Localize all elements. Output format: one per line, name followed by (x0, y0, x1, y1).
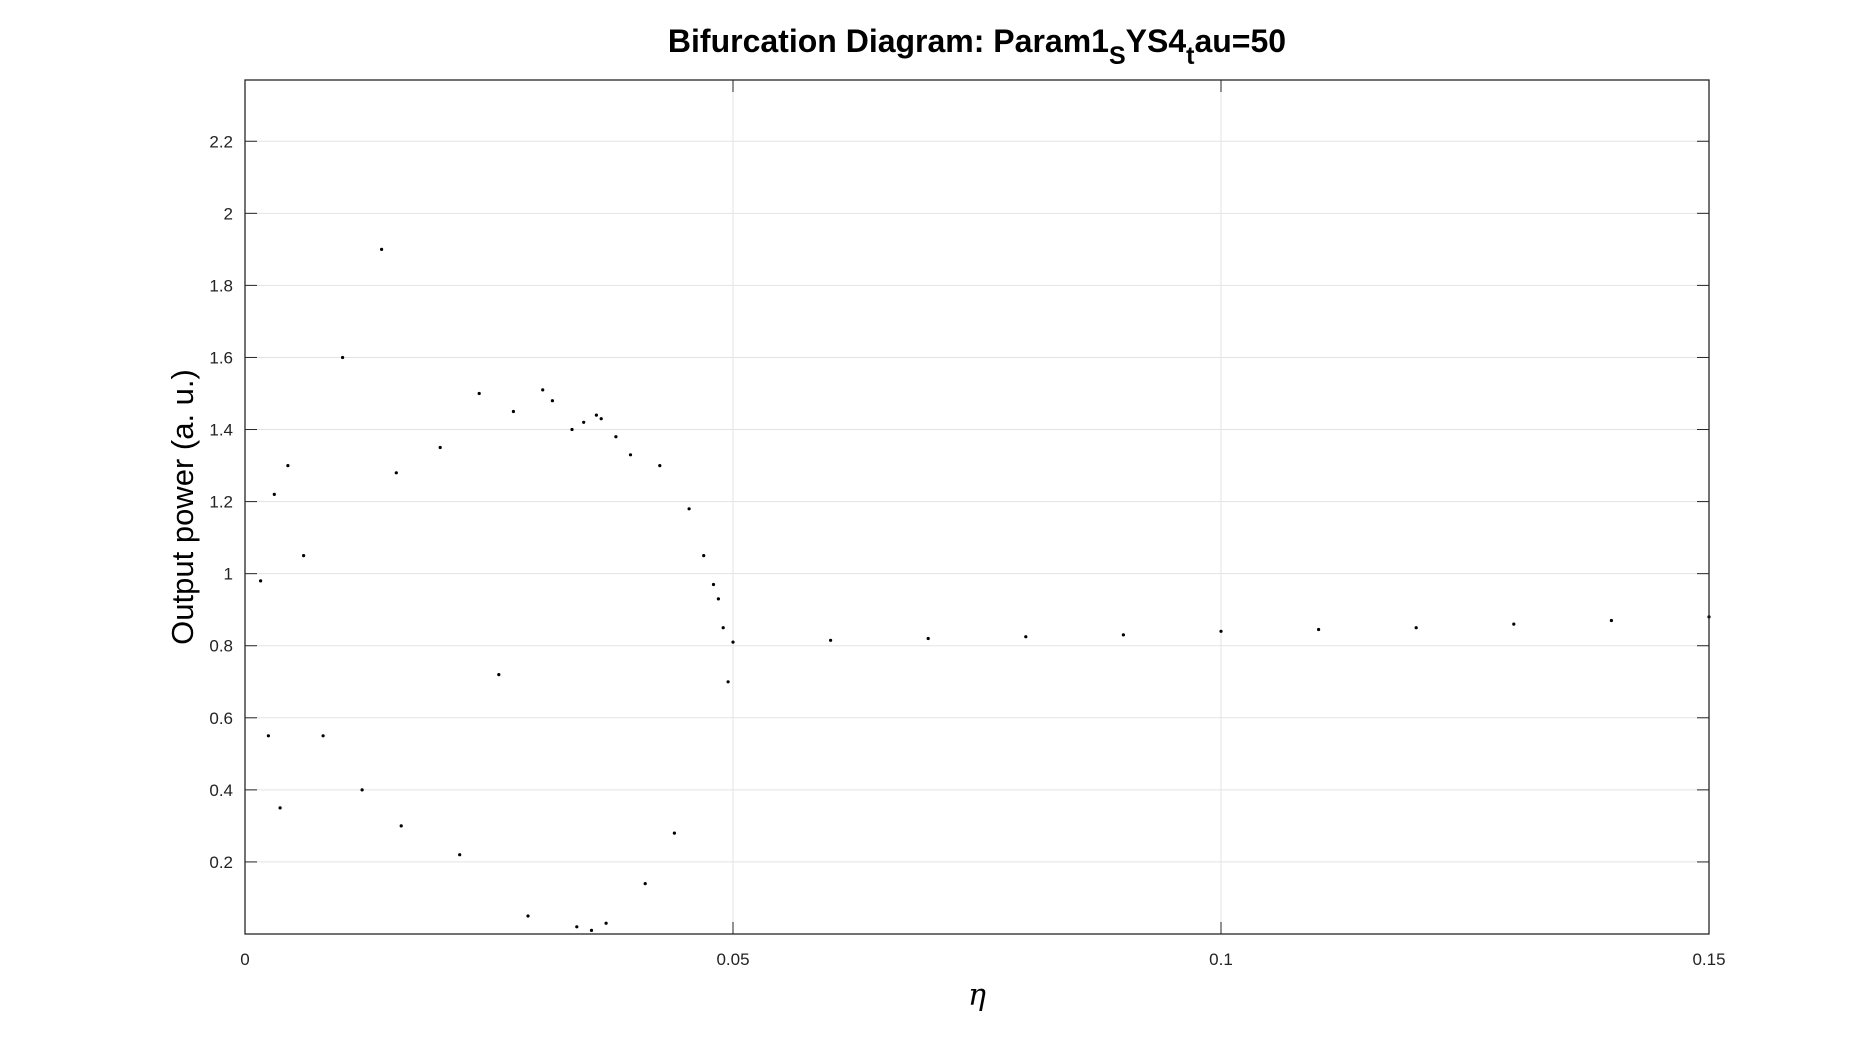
data-point (589, 928, 594, 933)
gridlines (245, 80, 1709, 934)
chart-title: Bifurcation Diagram: Param1SYS4tau=50 (668, 23, 1286, 70)
x-tick-label: 0 (240, 950, 249, 969)
chart-title-sub1: S (1109, 42, 1126, 70)
data-point (286, 464, 290, 468)
data-point (711, 582, 716, 587)
chart-title-sub2: t (1186, 42, 1195, 70)
data-point (1219, 629, 1223, 633)
x-tick-label: 0.1 (1209, 950, 1233, 969)
data-point (702, 554, 706, 558)
data-point (1512, 622, 1516, 626)
data-point (1121, 633, 1125, 637)
data-point (575, 925, 579, 929)
y-tick-label: 0.2 (209, 853, 233, 872)
data-point (1024, 635, 1028, 639)
y-tick-label: 1.2 (209, 493, 233, 512)
chart-title-tail: au=50 (1194, 23, 1286, 59)
y-tick-label: 0.8 (209, 637, 233, 656)
chart-title-mid: YS4 (1126, 23, 1187, 59)
data-point (394, 471, 398, 475)
y-tick-label: 1.6 (209, 348, 233, 367)
data-point (687, 507, 691, 511)
data-point (272, 492, 276, 496)
data-point (259, 579, 263, 583)
y-tick-label: 2.2 (209, 132, 233, 151)
x-tick-label: 0.15 (1692, 950, 1725, 969)
data-point (604, 921, 608, 925)
data-point (266, 734, 270, 738)
axis-ticks: 0 0.05 0.1 0.15 0.2 0.4 0.6 0.8 1 1.2 1.4 1.6 1.8 2 2.… (209, 80, 1726, 969)
y-tick-label: 1.8 (209, 276, 233, 295)
data-point (672, 831, 677, 835)
data-point (341, 355, 345, 360)
data-point (570, 427, 574, 432)
data-point (582, 420, 586, 424)
data-point (643, 882, 647, 886)
data-point (380, 247, 384, 251)
data-point (726, 680, 730, 684)
y-tick-label: 1 (224, 565, 233, 584)
data-point (594, 413, 599, 417)
y-tick-label: 0.4 (209, 781, 233, 800)
data-point (278, 806, 282, 810)
y-tick-label: 2 (224, 204, 233, 223)
data-point (541, 388, 545, 392)
data-point (721, 626, 725, 630)
y-tick-label: 1.4 (209, 421, 233, 440)
data-point (731, 640, 735, 644)
data-point (458, 853, 462, 857)
data-point (497, 673, 501, 677)
data-point (477, 391, 481, 396)
data-point (1317, 627, 1321, 632)
y-axis-label: Output power (a. u.) (165, 369, 200, 645)
data-point (302, 554, 306, 558)
data-point (1609, 618, 1613, 623)
x-axis-label: η (968, 978, 986, 1013)
data-point (658, 464, 662, 468)
chart-title-main: Bifurcation Diagram: Param1 (668, 23, 1109, 59)
data-point (829, 638, 833, 642)
y-tick-label: 0.6 (209, 709, 233, 728)
data-point (360, 788, 364, 792)
data-point (526, 914, 530, 918)
x-tick-label: 0.05 (716, 950, 749, 969)
data-points (259, 247, 1711, 933)
data-point (599, 417, 603, 421)
data-point (438, 445, 442, 450)
data-point (511, 409, 515, 414)
data-point (628, 453, 633, 457)
data-point (399, 824, 403, 828)
data-point (321, 734, 325, 738)
data-point (614, 435, 618, 439)
data-point (1414, 626, 1418, 630)
data-point (550, 399, 555, 403)
data-point (926, 636, 930, 641)
plot-area-frame (244, 79, 1710, 935)
data-point (716, 597, 721, 601)
